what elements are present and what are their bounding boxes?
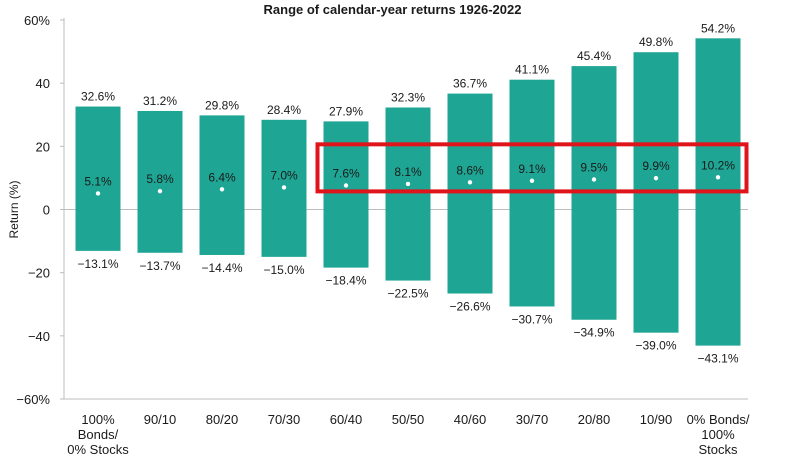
x-tick-label: 90/10: [144, 412, 177, 427]
y-axis-label: Return (%): [7, 180, 21, 238]
average-point: [95, 191, 101, 196]
average-point: [653, 176, 659, 181]
high-value-label: 54.2%: [701, 21, 735, 35]
average-point: [715, 175, 721, 180]
average-value-label: 7.0%: [270, 168, 298, 182]
high-value-label: 32.3%: [391, 90, 425, 104]
x-tick-label: Bonds/: [78, 427, 119, 442]
x-tick-label: 70/30: [268, 412, 301, 427]
average-value-label: 7.6%: [332, 166, 360, 180]
average-value-label: 6.4%: [208, 170, 236, 184]
low-value-label: −30.7%: [511, 312, 552, 326]
low-value-label: −18.4%: [325, 274, 366, 288]
range-bar: [199, 115, 245, 255]
low-value-label: −15.0%: [263, 263, 304, 277]
high-value-label: 31.2%: [143, 94, 177, 108]
average-point: [281, 185, 287, 190]
x-tick-label: 100%: [81, 412, 115, 427]
average-point: [529, 178, 535, 183]
average-point: [343, 183, 349, 188]
x-tick-label: 0% Stocks: [67, 442, 129, 457]
high-value-label: 45.4%: [577, 49, 611, 63]
average-value-label: 5.8%: [146, 172, 174, 186]
average-value-label: 9.1%: [518, 162, 546, 176]
average-point: [219, 187, 225, 192]
range-bar: [75, 106, 121, 251]
high-value-label: 41.1%: [515, 63, 549, 77]
average-value-label: 9.5%: [580, 160, 608, 174]
average-value-label: 10.2%: [701, 158, 735, 172]
high-value-label: 28.4%: [267, 103, 301, 117]
range-bar: [447, 93, 493, 294]
x-tick-label: 60/40: [330, 412, 363, 427]
low-value-label: −39.0%: [635, 339, 676, 353]
x-tick-label: 0% Bonds/: [687, 412, 750, 427]
average-point: [591, 177, 597, 182]
x-tick-label: 80/20: [206, 412, 239, 427]
x-tick-label: 20/80: [578, 412, 611, 427]
low-value-label: −14.4%: [201, 261, 242, 275]
low-value-label: −34.9%: [573, 326, 614, 340]
high-value-label: 27.9%: [329, 104, 363, 118]
y-tick-label: 20: [36, 139, 50, 154]
x-tick-label: 100%: [701, 427, 735, 442]
range-bar: [385, 107, 431, 281]
x-tick-label: 50/50: [392, 412, 425, 427]
average-point: [157, 188, 163, 194]
low-value-label: −13.7%: [139, 259, 180, 273]
average-point: [405, 181, 411, 187]
average-point: [467, 180, 473, 185]
low-value-label: −13.1%: [77, 257, 118, 271]
chart-title: Range of calendar-year returns 1926-2022: [263, 2, 522, 17]
low-value-label: −26.6%: [449, 300, 490, 314]
average-value-label: 5.1%: [84, 174, 112, 188]
range-bar: [137, 110, 183, 253]
average-value-label: 8.1%: [394, 165, 422, 179]
low-value-label: −43.1%: [697, 352, 738, 366]
y-tick-label: −40: [28, 329, 50, 344]
x-tick-label: Stocks: [698, 442, 738, 457]
x-tick-label: 40/60: [454, 412, 487, 427]
x-tick-label: 10/90: [640, 412, 673, 427]
high-value-label: 29.8%: [205, 98, 239, 112]
y-tick-label: 60%: [24, 13, 50, 28]
x-tick-label: 30/70: [516, 412, 549, 427]
high-value-label: 36.7%: [453, 77, 487, 91]
y-tick-label: −60%: [16, 392, 50, 407]
high-value-label: 49.8%: [639, 35, 673, 49]
highlight-box: [315, 142, 749, 194]
y-tick-label: −20: [28, 266, 50, 281]
high-value-label: 32.6%: [81, 90, 115, 104]
average-value-label: 8.6%: [456, 163, 484, 177]
average-value-label: 9.9%: [642, 159, 670, 173]
y-tick-label: 0: [43, 203, 50, 218]
y-tick-label: 40: [36, 76, 50, 91]
low-value-label: −22.5%: [387, 287, 428, 301]
